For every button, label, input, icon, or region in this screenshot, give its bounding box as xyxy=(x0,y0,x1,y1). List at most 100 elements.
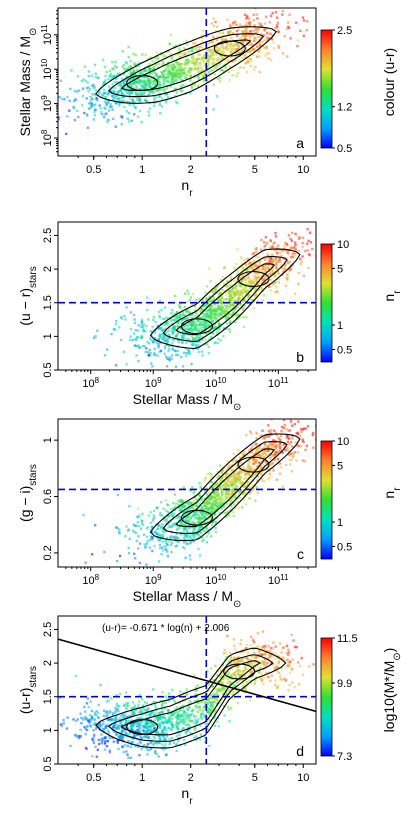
contour-peak-1 xyxy=(180,318,213,335)
x-tick-label: 1011 xyxy=(268,376,289,391)
contour-level-2 xyxy=(162,441,288,534)
y-tick-label: 1.5 xyxy=(42,689,54,704)
colorbar-label: nr xyxy=(381,487,403,499)
contour-peak-1 xyxy=(180,509,213,526)
contour-peak-2 xyxy=(237,456,270,473)
x-tick-label: 1010 xyxy=(205,573,227,588)
colorbar: 0.5 1.2 2.5 colour (u-r) xyxy=(320,25,397,155)
contour-level-3 xyxy=(120,660,261,736)
panel-b: 108 109 1010 1011 0.5 1 1.5 2 2.5 Stellar Mass / … xyxy=(17,221,403,413)
panel-c: 108 109 1010 1011 0.2 0.6 1 Stellar Mass / M⊙ (g… xyxy=(17,418,403,610)
y-tick-label: 1 xyxy=(42,437,54,443)
y-tick-label: 2 xyxy=(42,660,54,666)
contour-level-1 xyxy=(149,433,301,542)
plot-frame xyxy=(57,418,317,568)
colorbar-tick-label: 1 xyxy=(337,320,343,332)
colorbar-tick-label: 1 xyxy=(337,517,343,529)
y-tick-label: 1 xyxy=(42,333,54,339)
y-tick-label: 1.5 xyxy=(42,295,54,310)
y-tick-label: 0.6 xyxy=(42,489,54,504)
x-tick-label: 10 xyxy=(297,164,309,176)
density-contours xyxy=(94,647,287,749)
y-tick-label: 108 xyxy=(40,129,55,146)
colorbar-gradient xyxy=(320,243,333,363)
x-tick-label: 2 xyxy=(188,164,194,176)
contour-level-1 xyxy=(149,248,301,349)
x-tick-label: 109 xyxy=(145,573,162,588)
y-tick-label: 2.5 xyxy=(42,228,54,243)
contour-level-3 xyxy=(175,448,275,528)
x-tick-label: 1 xyxy=(139,164,145,176)
x-tick-label: 1011 xyxy=(268,573,289,588)
contour-peak-2 xyxy=(213,40,246,57)
contour-peak-1 xyxy=(126,719,159,735)
colorbar-tick-label: 1.2 xyxy=(337,102,352,114)
colorbar-tick-label: 11.5 xyxy=(337,633,358,645)
x-tick-label: 10 xyxy=(297,772,309,784)
fit-annotation: (u-r)= -0.671 * log(n) + 2.006 xyxy=(102,623,230,634)
colorbar-label: log10(M*/M⊙) xyxy=(381,648,403,733)
y-tick-label: 2 xyxy=(42,266,54,272)
y-tick-label: 0.5 xyxy=(42,362,54,377)
x-tick-label: 0.5 xyxy=(86,772,101,784)
y-tick-label: 2.5 xyxy=(42,622,54,637)
colorbar: 0.5 1 5 10 nr xyxy=(320,239,403,363)
scatter-points xyxy=(92,228,316,368)
contour-level-2 xyxy=(107,33,265,98)
density-contours xyxy=(149,433,301,542)
x-tick-label: 108 xyxy=(82,573,99,588)
y-tick-label: 1011 xyxy=(40,24,55,45)
y-tick-label: 1010 xyxy=(40,58,55,80)
x-axis-label: Stellar Mass / M⊙ xyxy=(133,588,242,610)
colorbar-tick-label: 5 xyxy=(337,460,343,472)
plot-frame xyxy=(57,7,317,157)
colorbar-tick-label: 0.5 xyxy=(337,541,352,553)
x-tick-label: 2 xyxy=(188,772,194,784)
panel-d: (u-r)= -0.671 * log(n) + 2.006 0.5 1 2 5 10 0.… xyxy=(17,615,403,807)
x-tick-label: 108 xyxy=(82,376,99,391)
y-tick-label: 109 xyxy=(40,95,55,112)
colorbar: 7.3 9.9 11.5 log10(M*/M⊙) xyxy=(320,633,403,763)
scatter-points xyxy=(58,8,309,136)
plot-frame xyxy=(57,221,317,371)
x-tick-label: 0.5 xyxy=(86,164,101,176)
x-tick-label: 109 xyxy=(145,376,162,391)
x-tick-label: 1 xyxy=(139,772,145,784)
panel-letter: a xyxy=(296,135,304,151)
x-axis-label: nr xyxy=(181,177,193,199)
scatter-points xyxy=(82,419,316,566)
x-axis-label: Stellar Mass / M⊙ xyxy=(133,391,242,413)
contour-peak-1 xyxy=(126,75,159,91)
y-tick-label: 1 xyxy=(42,727,54,733)
colorbar-tick-label: 0.5 xyxy=(337,143,352,155)
colorbar-gradient xyxy=(320,440,333,560)
x-tick-label: 5 xyxy=(252,164,258,176)
x-axis-label: nr xyxy=(181,785,193,807)
contour-level-2 xyxy=(107,654,274,742)
contour-level-3 xyxy=(175,263,275,336)
contour-peak-2 xyxy=(223,663,256,680)
x-tick-label: 1010 xyxy=(205,376,227,391)
y-axis-label: (u-r)stars xyxy=(17,666,39,714)
colorbar-tick-label: 10 xyxy=(337,436,349,448)
colorbar-tick-label: 2.5 xyxy=(337,25,352,37)
y-axis-label: (g − i)stars xyxy=(17,464,39,522)
contour-peak-2 xyxy=(237,271,270,287)
colorbar-label: nr xyxy=(381,290,403,302)
y-axis-label: Stellar Mass / M⊙ xyxy=(17,28,39,137)
y-tick-label: 0.2 xyxy=(42,545,54,560)
panel-letter: c xyxy=(297,546,304,562)
panel-letter: d xyxy=(296,743,304,759)
contour-level-3 xyxy=(120,39,252,91)
colorbar-tick-label: 5 xyxy=(337,263,343,275)
contour-level-1 xyxy=(94,647,287,749)
density-contours xyxy=(94,26,278,104)
colorbar-label: colour (u-r) xyxy=(381,48,397,116)
colorbar-gradient xyxy=(320,637,333,757)
colorbar-tick-label: 0.5 xyxy=(337,344,352,356)
panel-a: 0.5 1 2 5 10 108 109 1010 1011 nr Stellar Mass / M… xyxy=(17,7,397,199)
y-axis-label: (u − r)stars xyxy=(17,266,39,325)
plot-frame xyxy=(57,615,317,765)
colorbar-tick-label: 10 xyxy=(337,239,349,251)
